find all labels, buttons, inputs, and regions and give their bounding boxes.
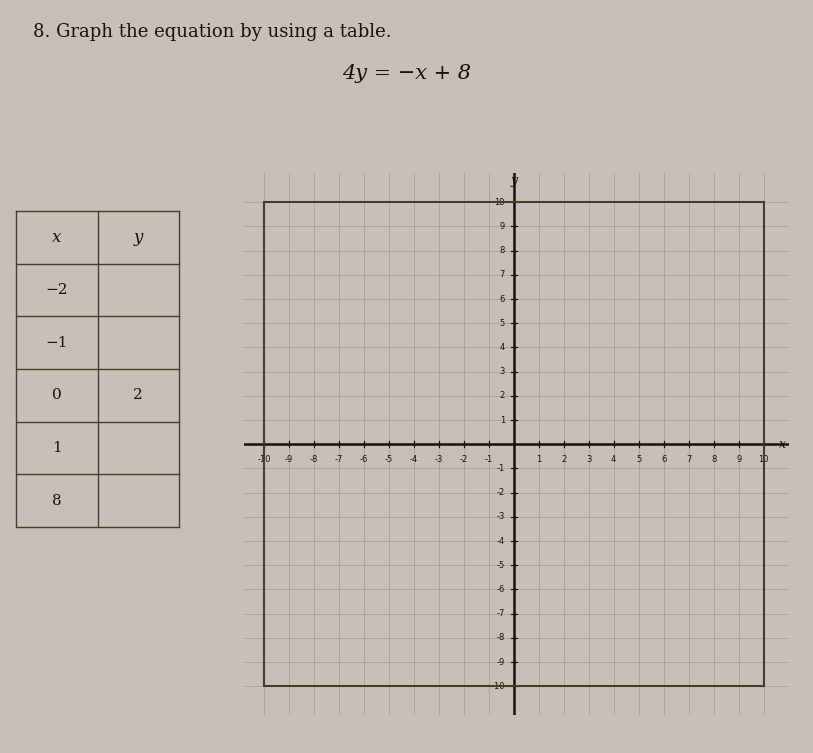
Text: 8: 8 — [52, 494, 62, 508]
Text: -8: -8 — [497, 633, 505, 642]
Text: 9: 9 — [500, 222, 505, 231]
Text: -3: -3 — [497, 512, 505, 521]
Text: -7: -7 — [497, 609, 505, 618]
Text: 2: 2 — [133, 389, 143, 402]
Text: -4: -4 — [410, 455, 418, 464]
Text: -10: -10 — [492, 681, 505, 691]
Text: -6: -6 — [497, 585, 505, 594]
Text: -10: -10 — [257, 455, 271, 464]
Text: -7: -7 — [335, 455, 343, 464]
Text: -4: -4 — [497, 537, 505, 546]
Text: 6: 6 — [500, 294, 505, 303]
Text: -3: -3 — [435, 455, 443, 464]
Text: x: x — [779, 437, 785, 451]
Bar — [264, 203, 763, 686]
Text: 10: 10 — [759, 455, 769, 464]
Text: −1: −1 — [46, 336, 68, 349]
Text: 5: 5 — [636, 455, 641, 464]
Text: 8. Graph the equation by using a table.: 8. Graph the equation by using a table. — [33, 23, 391, 41]
Text: y: y — [511, 173, 517, 187]
Text: -5: -5 — [385, 455, 393, 464]
Text: 1: 1 — [500, 416, 505, 425]
Text: 0: 0 — [52, 389, 62, 402]
Text: -2: -2 — [459, 455, 468, 464]
Text: 10: 10 — [494, 198, 505, 207]
Text: 1: 1 — [52, 441, 62, 455]
Text: −2: −2 — [46, 283, 68, 297]
Text: 4y = −x + 8: 4y = −x + 8 — [342, 64, 471, 83]
Text: 4: 4 — [611, 455, 616, 464]
Text: -8: -8 — [310, 455, 318, 464]
Text: 3: 3 — [500, 367, 505, 376]
Text: 2: 2 — [561, 455, 567, 464]
Text: 8: 8 — [500, 246, 505, 255]
Text: -2: -2 — [497, 488, 505, 497]
Text: 1: 1 — [536, 455, 541, 464]
Text: 3: 3 — [586, 455, 591, 464]
Text: 6: 6 — [661, 455, 667, 464]
Text: 8: 8 — [711, 455, 716, 464]
Text: -1: -1 — [485, 455, 493, 464]
Text: -1: -1 — [497, 464, 505, 473]
Text: -6: -6 — [359, 455, 368, 464]
Text: 9: 9 — [736, 455, 741, 464]
Text: 7: 7 — [500, 270, 505, 279]
Text: 2: 2 — [500, 392, 505, 401]
Text: y: y — [133, 229, 143, 245]
Text: 5: 5 — [500, 319, 505, 328]
Text: -5: -5 — [497, 561, 505, 570]
Text: -9: -9 — [285, 455, 293, 464]
Text: x: x — [52, 229, 62, 245]
Text: -9: -9 — [497, 657, 505, 666]
Text: 4: 4 — [500, 343, 505, 352]
Text: 7: 7 — [686, 455, 691, 464]
